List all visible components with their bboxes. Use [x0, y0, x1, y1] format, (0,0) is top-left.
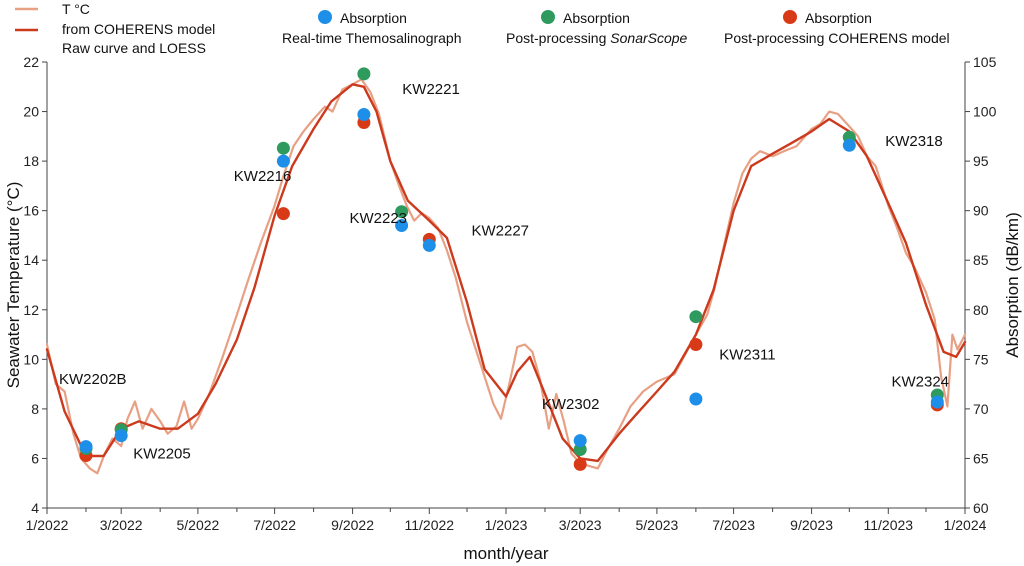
- y-left-tick-label: 8: [31, 401, 39, 417]
- absorption-sonarscope-point: [689, 310, 703, 324]
- cruise-label: KW2221: [402, 81, 460, 98]
- x-tick-label: 1/2024: [944, 517, 987, 533]
- y-left-tick-label: 20: [23, 104, 39, 120]
- cruise-label: KW2205: [133, 445, 191, 462]
- y-axis-left-title: Seawater Temperature (°C): [4, 182, 23, 389]
- y-right-tick-label: 95: [973, 153, 989, 169]
- axes: 4 6 8 10 12 14 16 18 20 22 60 65 70 75 80 85 90 95 100 105 1…: [23, 54, 996, 533]
- y-right-tick-label: 80: [973, 302, 989, 318]
- absorption-realtime-point: [689, 392, 703, 406]
- cruise-label: KW2311: [719, 346, 775, 363]
- y-axis-right-title: Absorption (dB/km): [1003, 212, 1022, 358]
- legend-abs-desc-2: Post-processing SonarScope: [506, 30, 688, 46]
- cruise-label: KW2223: [349, 210, 407, 227]
- absorption-realtime-point: [357, 108, 371, 121]
- x-tick-label: 9/2023: [790, 517, 833, 533]
- legend-abs-desc-3: Post-processing COHERENS model: [724, 30, 950, 46]
- absorption-realtime-point: [79, 440, 93, 454]
- absorption-realtime-point: [422, 238, 436, 252]
- absorption-sonarscope-point: [276, 141, 290, 155]
- x-tick-label: 3/2023: [559, 517, 602, 533]
- absorption-coherens-point: [689, 338, 703, 351]
- absorption-realtime-point: [930, 395, 944, 409]
- y-left-tick-label: 4: [31, 500, 39, 516]
- cruise-label: KW2227: [471, 222, 529, 239]
- y-left-tick-label: 14: [23, 252, 39, 268]
- y-right-tick-label: 60: [973, 500, 989, 516]
- y-left-tick-label: 6: [31, 450, 39, 466]
- legend: T °C from COHERENS model Raw curve and L…: [15, 1, 950, 56]
- absorption-realtime-point: [395, 219, 409, 232]
- plot-area: [45, 67, 967, 475]
- temperature-loess-line: [45, 83, 967, 463]
- x-tick-label: 3/2022: [100, 517, 143, 533]
- legend-coherens-marker: [783, 10, 797, 24]
- legend-temp-label: T °C: [62, 1, 90, 17]
- x-tick-label: 7/2022: [253, 517, 296, 533]
- absorption-sonarscope-point: [395, 205, 409, 219]
- x-tick-label: 1/2023: [485, 517, 528, 533]
- x-tick-label: 11/2022: [405, 517, 455, 533]
- legend-abs-label-3: Absorption: [805, 10, 872, 26]
- x-axis-title: month/year: [463, 544, 548, 563]
- absorption-sonarscope-point: [573, 443, 587, 456]
- cruise-label: KW2216: [234, 168, 292, 185]
- absorption-realtime-point: [114, 429, 128, 443]
- cruise-label: KW2318: [885, 133, 943, 150]
- temperature-raw-line: [45, 78, 967, 475]
- cruise-label: KW2302: [542, 396, 600, 413]
- x-tick-label: 9/2022: [331, 517, 374, 533]
- y-left-tick-label: 12: [23, 302, 39, 318]
- x-tick-label: 5/2022: [176, 517, 219, 533]
- absorption-realtime-point: [573, 434, 587, 448]
- x-tick-label: 1/2022: [26, 517, 69, 533]
- y-right-tick-label: 70: [973, 401, 989, 417]
- y-right-tick-label: 75: [973, 351, 989, 367]
- y-right-tick-label: 90: [973, 203, 989, 219]
- legend-abs-label-1: Absorption: [340, 10, 407, 26]
- legend-abs-desc-1: Real-time Themosalinograph: [282, 30, 462, 46]
- legend-sonarscope-marker: [541, 10, 555, 24]
- x-tick-label: 5/2023: [635, 517, 678, 533]
- absorption-realtime-point: [276, 154, 290, 168]
- absorption-realtime-point: [842, 138, 856, 152]
- legend-realtime-marker: [318, 10, 332, 24]
- cruise-label: KW2324: [891, 374, 949, 391]
- y-left-tick-label: 18: [23, 153, 39, 169]
- y-left-tick-label: 16: [23, 203, 39, 219]
- legend-temp-desc-1: from COHERENS model: [62, 21, 215, 37]
- x-tick-label: 7/2023: [712, 517, 755, 533]
- y-left-tick-label: 22: [23, 54, 39, 70]
- annotations: KW2202B KW2205 KW2216 KW2221 KW2223 KW2227 KW2…: [59, 81, 949, 462]
- legend-abs-desc-2b: SonarScope: [610, 30, 687, 46]
- cruise-label: KW2202B: [59, 371, 127, 388]
- y-right-tick-label: 100: [973, 104, 997, 120]
- legend-abs-label-2: Absorption: [563, 10, 630, 26]
- x-tick-label: 11/2023: [864, 517, 914, 533]
- y-right-tick-label: 105: [973, 54, 997, 70]
- absorption-sonarscope-point: [357, 67, 371, 81]
- absorption-coherens-point: [573, 457, 587, 471]
- y-left-tick-label: 10: [23, 351, 39, 367]
- y-right-tick-label: 65: [973, 450, 989, 466]
- y-right-tick-label: 85: [973, 252, 989, 268]
- legend-temp-desc-2: Raw curve and LOESS: [62, 40, 206, 56]
- legend-abs-desc-2a: Post-processing: [506, 30, 610, 46]
- absorption-coherens-point: [276, 207, 290, 221]
